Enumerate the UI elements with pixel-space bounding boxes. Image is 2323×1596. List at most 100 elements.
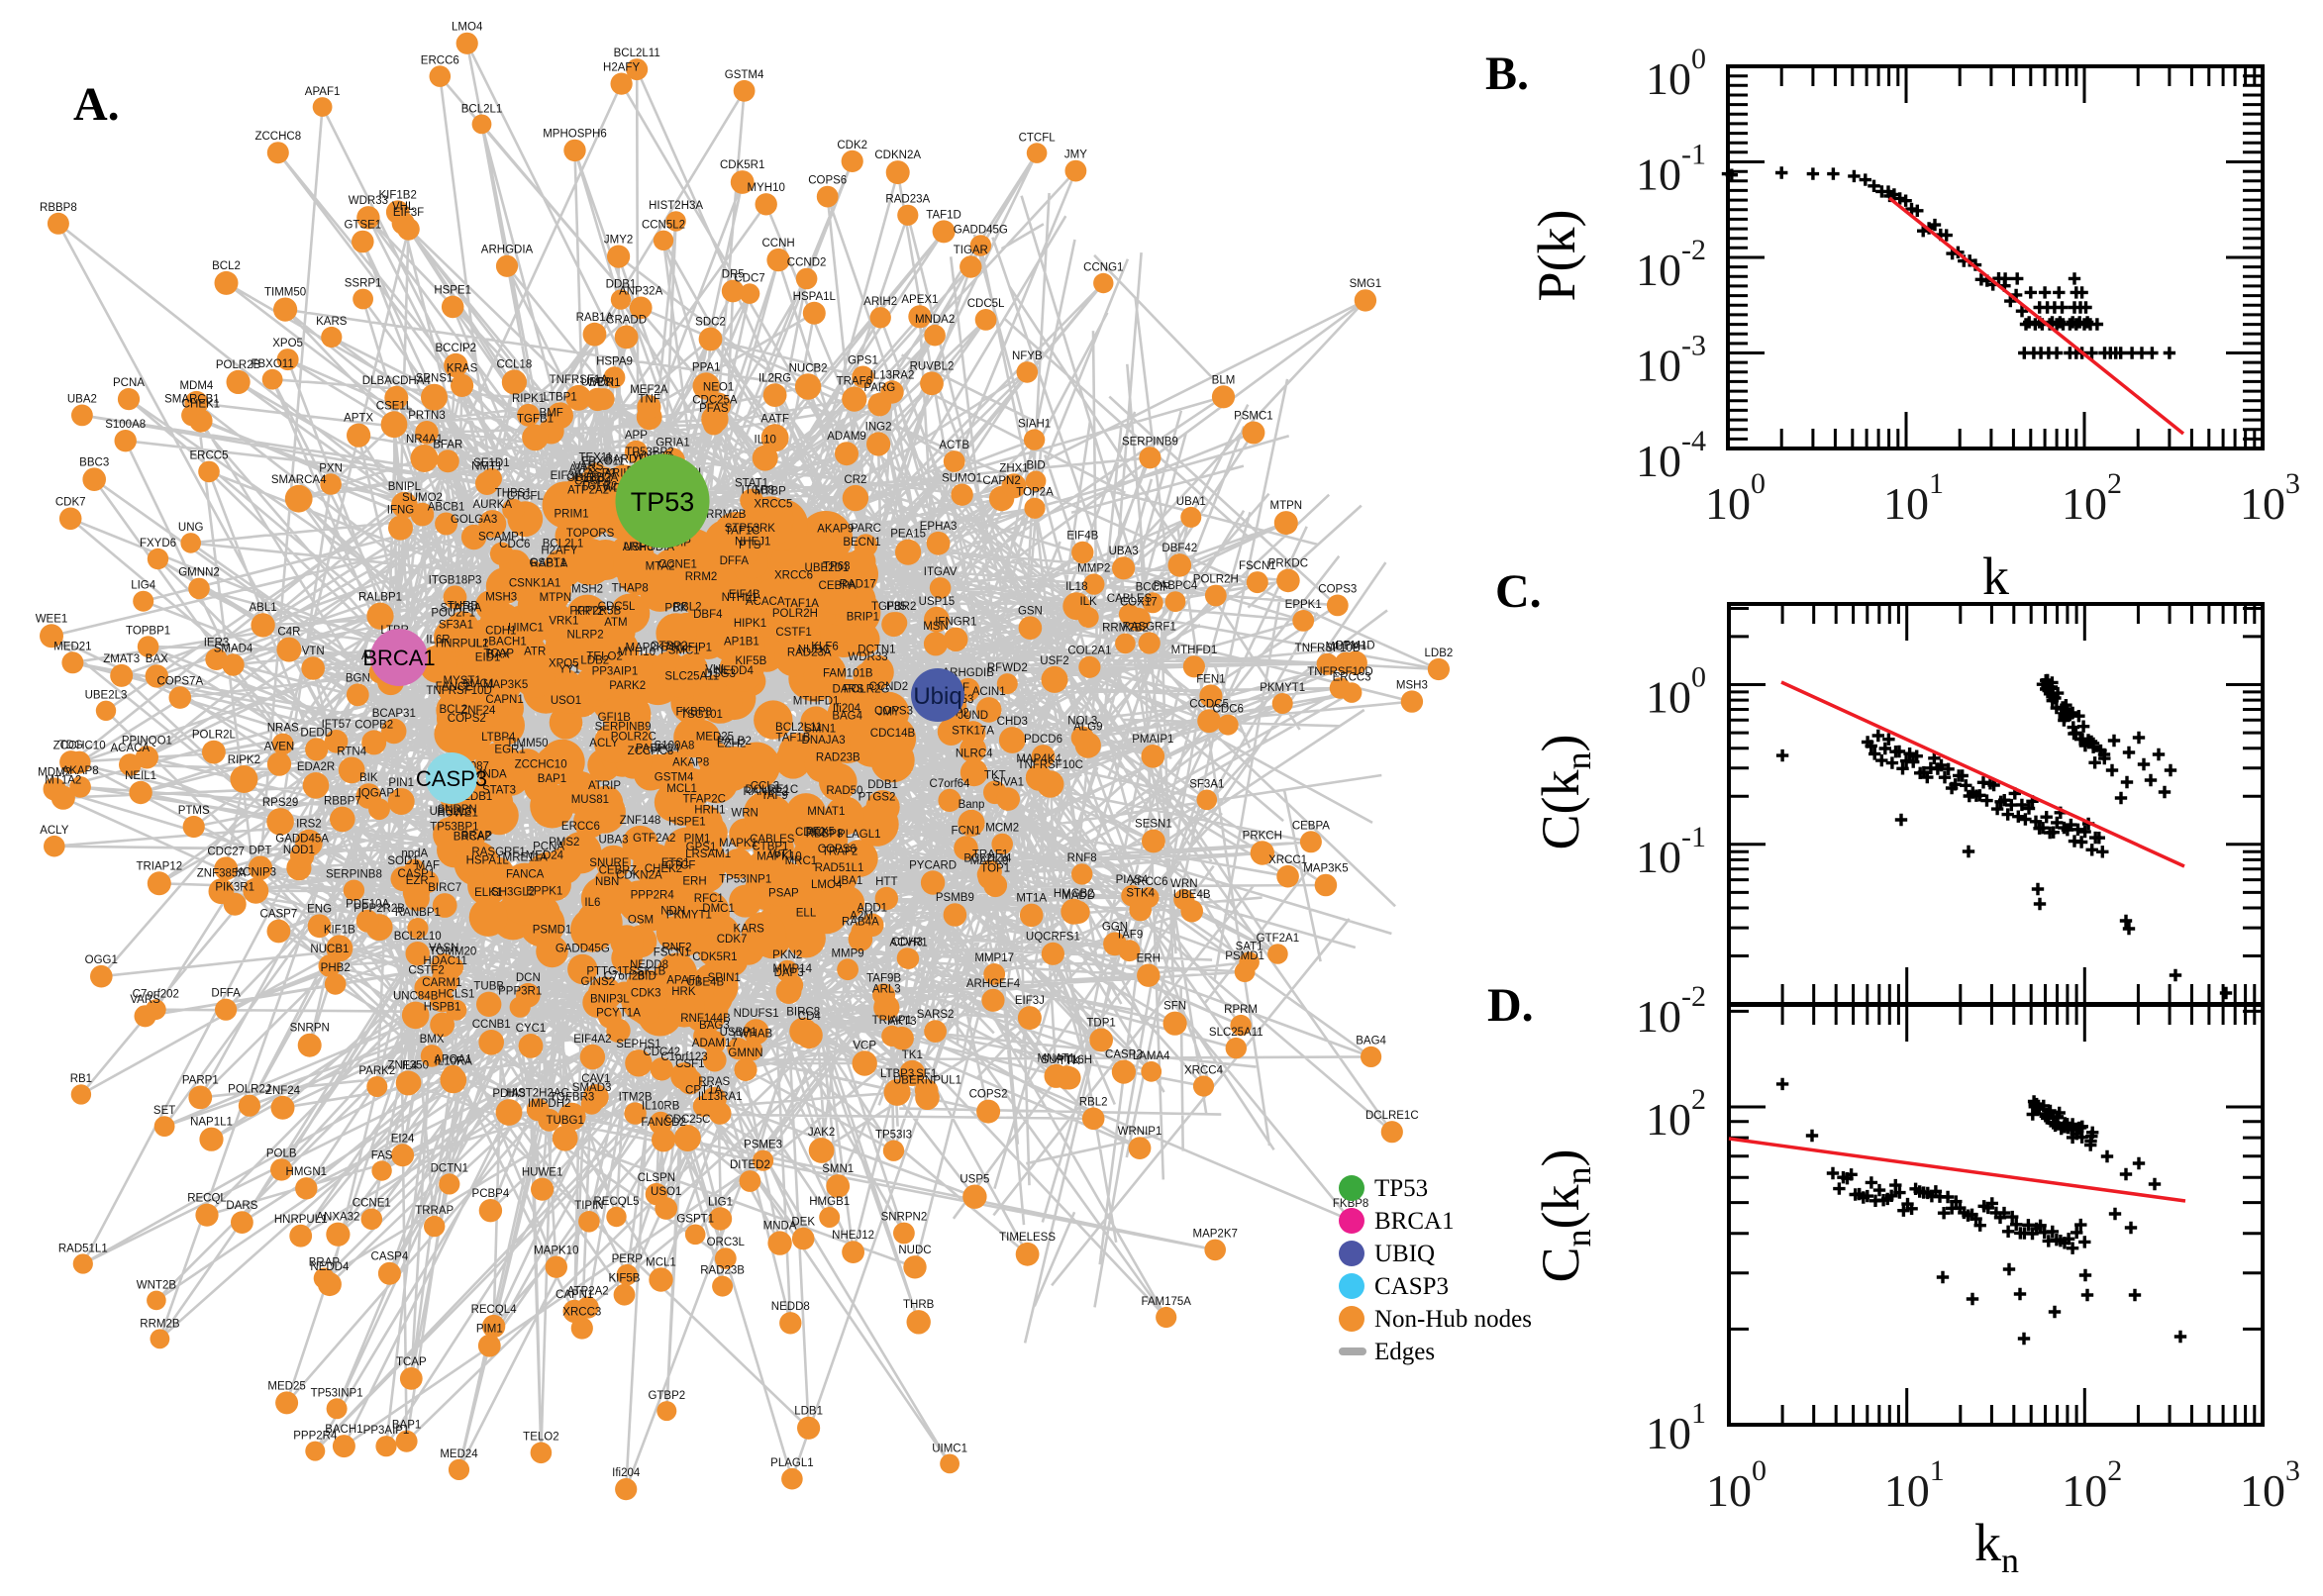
svg-text:MUS81: MUS81 xyxy=(571,794,609,806)
svg-text:LDB2: LDB2 xyxy=(580,655,609,667)
svg-text:BMX: BMX xyxy=(420,1034,445,1046)
svg-text:MMP9: MMP9 xyxy=(831,948,863,959)
svg-text:DPT: DPT xyxy=(249,846,271,857)
svg-text:TRAF6: TRAF6 xyxy=(837,376,872,388)
svg-text:TEX11: TEX11 xyxy=(578,451,612,463)
svg-text:DCLRE1C: DCLRE1C xyxy=(745,784,798,796)
svg-text:EIF4B: EIF4B xyxy=(729,589,760,601)
svg-text:CDKN2A: CDKN2A xyxy=(616,870,662,882)
svg-text:MCM2: MCM2 xyxy=(985,823,1019,835)
svg-text:ATP2A2: ATP2A2 xyxy=(567,485,609,497)
svg-text:TNFRSF10D: TNFRSF10D xyxy=(1307,666,1372,678)
svg-text:BIRC8: BIRC8 xyxy=(786,1007,820,1019)
svg-text:FCN1: FCN1 xyxy=(951,825,980,837)
svg-text:ORC3L: ORC3L xyxy=(707,1237,746,1248)
svg-text:NUDC: NUDC xyxy=(798,645,831,656)
svg-text:PPP3R1: PPP3R1 xyxy=(498,986,542,998)
svg-text:ITGB8: ITGB8 xyxy=(742,485,774,497)
svg-text:IFT57: IFT57 xyxy=(322,719,352,731)
svg-text:TOP2A: TOP2A xyxy=(1016,487,1054,499)
svg-text:PCNA: PCNA xyxy=(533,842,564,853)
svg-text:RFC1: RFC1 xyxy=(694,893,724,905)
svg-text:ZMAT3: ZMAT3 xyxy=(103,653,140,665)
svg-text:RNF2: RNF2 xyxy=(661,943,691,954)
svg-text:GADD45G: GADD45G xyxy=(954,224,1008,236)
svg-text:ADAM9: ADAM9 xyxy=(827,431,866,443)
svg-text:CDK2: CDK2 xyxy=(795,827,826,839)
svg-text:XRCC5: XRCC5 xyxy=(754,498,792,510)
svg-text:NAP1L1: NAP1L1 xyxy=(190,1117,233,1129)
svg-text:TIPIN: TIPIN xyxy=(574,1200,603,1212)
svg-text:PSME3: PSME3 xyxy=(744,1140,782,1151)
svg-text:SLC25A11: SLC25A11 xyxy=(1209,1027,1263,1039)
svg-text:CDC6: CDC6 xyxy=(499,539,530,550)
svg-text:POLR2C: POLR2C xyxy=(611,731,656,743)
svg-text:CEBPA: CEBPA xyxy=(819,580,857,592)
svg-text:ERCC5: ERCC5 xyxy=(190,450,229,462)
svg-text:VTN: VTN xyxy=(302,646,325,657)
svg-text:SMN1: SMN1 xyxy=(822,1163,854,1175)
svg-text:IFNGR1: IFNGR1 xyxy=(935,617,976,629)
svg-text:GTF2A2: GTF2A2 xyxy=(633,833,675,845)
svg-text:CHD3: CHD3 xyxy=(997,716,1028,728)
svg-text:EZH2: EZH2 xyxy=(717,738,746,749)
svg-text:SOD1: SOD1 xyxy=(387,855,418,867)
svg-text:BNIP3L: BNIP3L xyxy=(590,994,630,1006)
svg-text:A2M: A2M xyxy=(850,910,873,922)
svg-text:IL10RB: IL10RB xyxy=(642,1101,680,1113)
svg-text:MSN: MSN xyxy=(923,621,949,633)
svg-text:MED24: MED24 xyxy=(526,850,564,862)
svg-text:USBP1: USBP1 xyxy=(720,1027,758,1039)
svg-text:ATRIP: ATRIP xyxy=(588,780,621,792)
svg-text:FANCA: FANCA xyxy=(506,868,545,880)
svg-text:BAX: BAX xyxy=(487,649,510,661)
svg-text:PABPC4: PABPC4 xyxy=(636,744,680,755)
svg-text:CEBPZ: CEBPZ xyxy=(599,865,637,877)
svg-text:IL13RA2: IL13RA2 xyxy=(870,369,915,381)
svg-text:MDM2: MDM2 xyxy=(38,766,71,778)
svg-text:CAV1: CAV1 xyxy=(581,1073,610,1085)
svg-text:BRIP1: BRIP1 xyxy=(847,612,879,624)
svg-text:CSNK1A1: CSNK1A1 xyxy=(509,578,560,590)
svg-text:DCN: DCN xyxy=(516,972,541,984)
svg-text:TDP1: TDP1 xyxy=(1086,1018,1115,1030)
svg-text:RAD51L1: RAD51L1 xyxy=(815,862,864,874)
svg-text:BID: BID xyxy=(638,971,656,983)
svg-text:HSPA1L: HSPA1L xyxy=(793,291,837,303)
svg-text:ACIN1: ACIN1 xyxy=(972,686,1006,698)
svg-text:IQGAP1: IQGAP1 xyxy=(358,787,401,799)
svg-text:CHEK2: CHEK2 xyxy=(645,863,682,875)
svg-text:IMPDH2: IMPDH2 xyxy=(528,1098,570,1110)
svg-text:AP1B1: AP1B1 xyxy=(724,637,759,648)
svg-text:TELO2: TELO2 xyxy=(586,650,622,662)
svg-text:D.: D. xyxy=(1487,979,1534,1032)
svg-text:PTMS: PTMS xyxy=(178,805,210,817)
svg-text:CRADD: CRADD xyxy=(606,315,647,327)
svg-text:RALBP1: RALBP1 xyxy=(358,592,402,604)
svg-text:PTGS2: PTGS2 xyxy=(858,791,896,803)
svg-text:ATP2A2: ATP2A2 xyxy=(567,1286,609,1298)
svg-text:JMY: JMY xyxy=(877,706,900,718)
svg-text:SF1: SF1 xyxy=(916,1068,937,1080)
svg-text:BRCA2: BRCA2 xyxy=(454,831,491,843)
svg-text:GTBP2: GTBP2 xyxy=(651,641,688,652)
svg-text:POLR2H: POLR2H xyxy=(772,608,818,620)
svg-text:TOPBP1: TOPBP1 xyxy=(126,625,170,637)
svg-text:COL2A1: COL2A1 xyxy=(1067,646,1111,657)
svg-text:CCN5L2: CCN5L2 xyxy=(642,220,685,232)
svg-text:GTSE1: GTSE1 xyxy=(344,220,381,232)
svg-text:SERPINB9: SERPINB9 xyxy=(595,722,652,734)
svg-text:EIF3F: EIF3F xyxy=(551,470,581,482)
svg-text:PRKDC: PRKDC xyxy=(1268,558,1308,570)
svg-text:KLF6: KLF6 xyxy=(811,641,839,652)
svg-text:UBERNPUL1: UBERNPUL1 xyxy=(893,1074,961,1086)
svg-text:UIMC1: UIMC1 xyxy=(508,623,544,635)
svg-text:WNT2B: WNT2B xyxy=(137,1280,177,1292)
svg-text:MUTYH: MUTYH xyxy=(1326,642,1366,653)
svg-text:H2AFY: H2AFY xyxy=(603,62,640,74)
svg-text:MED25: MED25 xyxy=(267,1380,305,1392)
svg-text:TFAP2C: TFAP2C xyxy=(682,794,725,806)
svg-text:UBE4B: UBE4B xyxy=(1173,889,1211,901)
svg-text:BCCIP2: BCCIP2 xyxy=(436,343,477,354)
svg-text:RANBP1: RANBP1 xyxy=(395,907,441,919)
